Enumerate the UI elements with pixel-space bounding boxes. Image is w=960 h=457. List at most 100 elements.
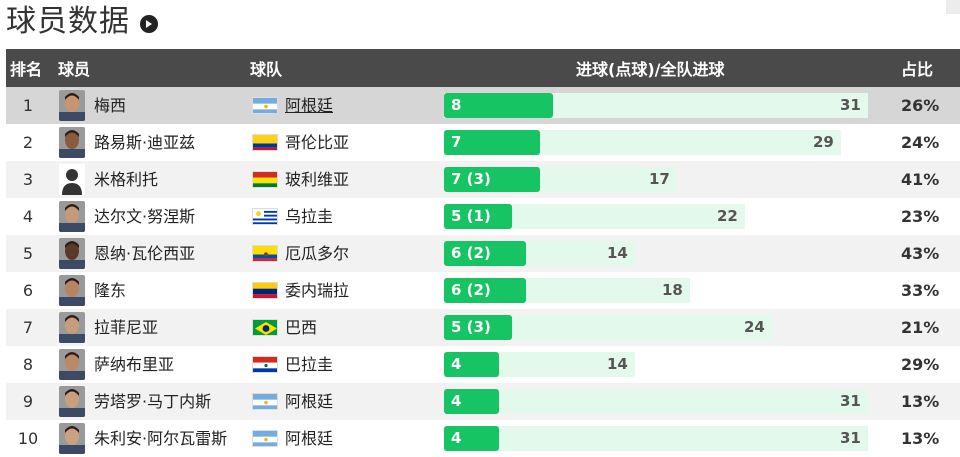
player-goals-bar: 7 (3) [444,167,540,192]
argentina-flag-icon [252,430,278,447]
team-name[interactable]: 阿根廷 [285,392,334,411]
table-row[interactable]: 8 萨纳布里亚 巴拉圭 4 14 29% [6,346,960,383]
rank-cell: 5 [22,244,34,263]
goal-share-pct: 26% [901,96,940,115]
team-name[interactable]: 阿根廷 [285,96,334,115]
player-goals-bar: 8 [444,93,553,118]
player-stats-table: 排名 球员 球队 进球(点球)/全队进球 占比 1 梅西 阿根廷 8 31 26% 2 路易斯… [6,49,960,457]
rank-cell: 1 [22,96,34,115]
player-goals-bar: 4 [444,352,499,377]
goal-share-pct: 29% [901,355,940,374]
rank-cell: 7 [22,318,34,337]
rank-cell: 10 [17,429,39,448]
player-name[interactable]: 恩纳·瓦伦西亚 [94,244,196,263]
team-name[interactable]: 阿根廷 [285,429,334,448]
rank-cell: 2 [22,133,34,152]
header-pct: 占比 [901,60,934,79]
table-row[interactable]: 10 朱利安·阿尔瓦雷斯 阿根廷 4 31 13% [6,420,960,457]
player-name[interactable]: 朱利安·阿尔瓦雷斯 [94,429,228,448]
goal-share-pct: 13% [901,392,940,411]
player-goals-bar: 6 (2) [444,278,526,303]
table-row[interactable]: 9 劳塔罗·马丁内斯 阿根廷 4 31 13% [6,383,960,420]
venezuela-flag-icon [252,282,278,299]
brazil-flag-icon [252,319,278,336]
team-goals-value: 14 [607,244,628,262]
header-team: 球队 [250,60,283,79]
header-player: 球员 [58,60,91,79]
goal-share-pct: 24% [901,133,940,152]
rank-cell: 3 [22,170,34,189]
table-body: 1 梅西 阿根廷 8 31 26% 2 路易斯·迪亚兹 哥伦比亚 7 29 24% 3 米格利托 玻利维亚 7… [6,87,960,457]
player-name[interactable]: 隆东 [94,281,127,300]
table-row[interactable]: 1 梅西 阿根廷 8 31 26% [6,87,960,124]
player-name[interactable]: 梅西 [94,96,127,115]
table-row[interactable]: 5 恩纳·瓦伦西亚 厄瓜多尔 6 (2) 14 43% [6,235,960,272]
player-avatar [59,386,85,417]
player-goals-bar: 4 [444,389,499,414]
team-name[interactable]: 委内瑞拉 [285,281,350,300]
team-goals-value: 14 [607,355,628,373]
table-row[interactable]: 7 拉菲尼亚 巴西 5 (3) 24 21% [6,309,960,346]
corner-scroll-widget [946,0,960,14]
team-name[interactable]: 厄瓜多尔 [285,244,350,263]
player-name[interactable]: 米格利托 [94,170,159,189]
colombia-flag-icon [252,134,278,151]
table-row[interactable]: 6 隆东 委内瑞拉 6 (2) 18 33% [6,272,960,309]
team-goals-value: 24 [744,318,765,336]
player-name[interactable]: 达尔文·努涅斯 [94,207,196,226]
player-avatar [59,164,85,195]
team-goals-value: 31 [840,96,861,114]
player-name[interactable]: 劳塔罗·马丁内斯 [94,392,212,411]
goal-share-pct: 41% [901,170,940,189]
player-name[interactable]: 萨纳布里亚 [94,355,175,374]
team-goals-value: 29 [813,133,834,151]
goal-share-pct: 23% [901,207,940,226]
argentina-flag-icon [252,97,278,114]
team-name[interactable]: 哥伦比亚 [285,133,350,152]
team-goals-value: 31 [840,392,861,410]
team-name[interactable]: 玻利维亚 [285,170,350,189]
player-goals-bar: 6 (2) [444,241,526,266]
argentina-flag-icon [252,393,278,410]
player-avatar [59,423,85,454]
player-avatar [59,90,85,121]
header-goals: 进球(点球)/全队进球 [576,60,725,79]
table-header: 排名 球员 球队 进球(点球)/全队进球 占比 [6,49,960,87]
table-row[interactable]: 3 米格利托 玻利维亚 7 (3) 17 41% [6,161,960,198]
goal-share-pct: 13% [901,429,940,448]
player-goals-bar: 4 [444,426,499,451]
goal-share-pct: 43% [901,244,940,263]
rank-cell: 4 [22,207,34,226]
player-name[interactable]: 拉菲尼亚 [94,318,159,337]
player-avatar [59,349,85,380]
header-rank: 排名 [10,60,43,79]
paraguay-flag-icon [252,356,278,373]
page-title: 球员数据 [6,4,130,39]
player-avatar [59,238,85,269]
rank-cell: 6 [22,281,34,300]
bolivia-flag-icon [252,171,278,188]
team-name[interactable]: 巴西 [285,318,318,337]
title-row: 球员数据 [6,0,158,44]
ecuador-flag-icon [252,245,278,262]
team-goals-value: 22 [717,207,738,225]
team-name[interactable]: 乌拉圭 [285,207,334,226]
uruguay-flag-icon [252,208,278,225]
player-goals-bar: 5 (1) [444,204,512,229]
player-goals-bar: 7 [444,130,540,155]
player-avatar [59,201,85,232]
arrow-right-circle-icon[interactable] [140,15,158,33]
player-goals-bar: 5 (3) [444,315,512,340]
player-name[interactable]: 路易斯·迪亚兹 [94,133,196,152]
goal-share-pct: 21% [901,318,940,337]
team-goals-value: 17 [649,170,670,188]
table-row[interactable]: 2 路易斯·迪亚兹 哥伦比亚 7 29 24% [6,124,960,161]
team-name[interactable]: 巴拉圭 [285,355,334,374]
table-row[interactable]: 4 达尔文·努涅斯 乌拉圭 5 (1) 22 23% [6,198,960,235]
team-goals-bar [444,389,868,414]
player-avatar [59,127,85,158]
rank-cell: 8 [22,355,34,374]
team-goals-value: 31 [840,429,861,447]
rank-cell: 9 [22,392,34,411]
team-goals-bar [444,426,868,451]
